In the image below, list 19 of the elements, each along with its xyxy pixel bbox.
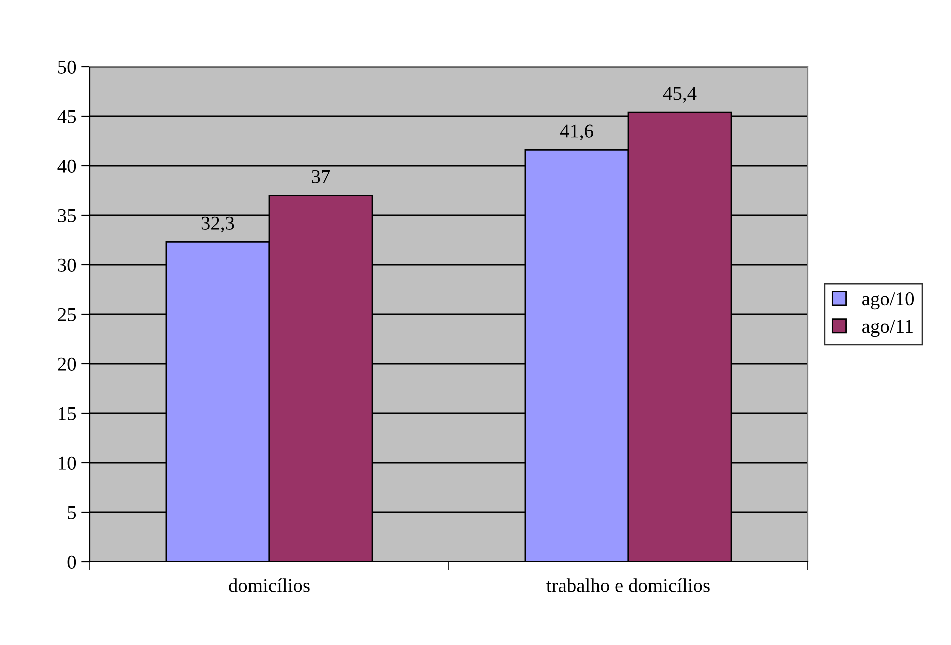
y-tick-label: 20 (58, 358, 76, 371)
data-label: 32,3 (202, 216, 234, 233)
y-tick-label: 10 (59, 456, 76, 470)
y-tick-label: 35 (58, 209, 76, 222)
y-tick-label: 40 (58, 160, 76, 173)
y-tick-label: 25 (58, 308, 76, 322)
y-tick-label: 15 (59, 407, 76, 420)
x-tick-label: domicílios (229, 578, 310, 592)
y-tick-label: 5 (68, 506, 76, 520)
y-tick-label: 50 (58, 60, 76, 74)
y-tick-label: 0 (68, 556, 76, 569)
legend-label: ago/10 (862, 292, 914, 310)
y-tick-label: 30 (58, 258, 76, 272)
x-tick-label: trabalho e domicílios (546, 578, 710, 592)
legend-label: ago/11 (862, 320, 913, 338)
data-label: 45,4 (663, 87, 697, 104)
data-label: 41,6 (560, 124, 594, 141)
y-tick-label: 45 (58, 110, 76, 124)
data-label: 37 (312, 170, 330, 184)
